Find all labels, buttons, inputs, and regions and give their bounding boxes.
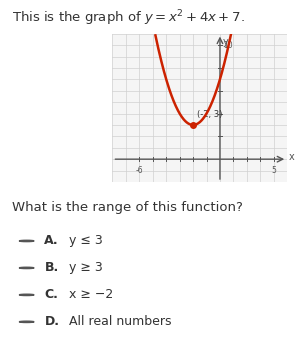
Text: This is the graph of $y = x^2 + 4x + 7$.: This is the graph of $y = x^2 + 4x + 7$. [12, 8, 244, 28]
Text: -6: -6 [136, 166, 143, 175]
Text: (-2, 3): (-2, 3) [197, 110, 223, 119]
Text: y: y [223, 37, 229, 47]
Text: 5: 5 [271, 166, 276, 175]
Text: 10: 10 [223, 40, 233, 50]
Text: A.: A. [44, 235, 59, 247]
Text: y ≥ 3: y ≥ 3 [65, 262, 103, 274]
Text: B.: B. [44, 262, 59, 274]
Text: x: x [289, 152, 294, 162]
Text: D.: D. [44, 315, 59, 328]
Text: All real numbers: All real numbers [65, 315, 172, 328]
Text: x ≥ −2: x ≥ −2 [65, 288, 113, 301]
Text: What is the range of this function?: What is the range of this function? [12, 201, 243, 214]
Text: y ≤ 3: y ≤ 3 [65, 235, 103, 247]
Text: C.: C. [44, 288, 58, 301]
